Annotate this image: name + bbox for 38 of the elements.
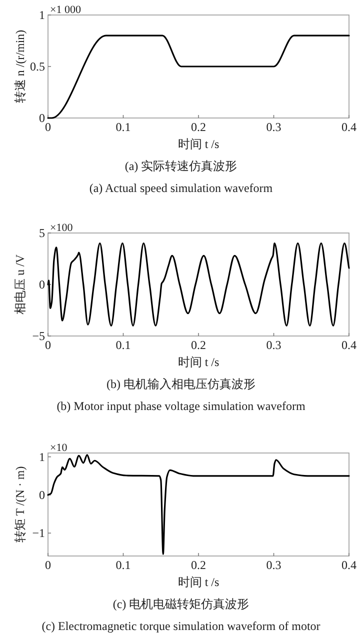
annotation: ×1 000: [50, 4, 82, 16]
y-tick-label: −1: [32, 526, 45, 540]
x-tick-label: 0.2: [191, 120, 206, 134]
x-tick-label: 0.2: [191, 338, 206, 352]
y-axis-title: 转矩 T /(N · m): [13, 466, 27, 543]
x-tick-label: 0.4: [342, 338, 356, 352]
y-tick-label: 1: [39, 8, 45, 22]
x-axis-title: 时间 t /s: [178, 137, 220, 151]
x-tick-label: 0.3: [266, 120, 282, 134]
annotation: ×10: [50, 442, 68, 454]
x-tick-label: 0.1: [116, 338, 131, 352]
y-tick-label: 5: [39, 226, 45, 240]
text: (a) 实际转速仿真波形: [124, 159, 238, 173]
x-axis-title: 时间 t /s: [178, 355, 220, 369]
x-tick-label: 0.3: [266, 338, 282, 352]
text: (b) Motor input phase voltage simulation waveform: [56, 399, 306, 413]
x-tick-label: 0.4: [342, 558, 356, 572]
text: (a) Actual speed simulation waveform: [89, 181, 274, 195]
x-tick-label: 0.2: [191, 558, 206, 572]
text: (b) 电机输入相电压仿真波形: [106, 377, 256, 391]
y-tick-label: −5: [32, 329, 45, 343]
y-axis-title: 相电压 u /V: [13, 254, 27, 314]
text: (c) Electromagnetic torque simulation waveform of motor: [42, 619, 320, 633]
annotation: ×100: [50, 222, 74, 234]
x-tick-label: 0.1: [116, 120, 131, 134]
line-series: [47, 242, 350, 326]
y-tick-label: 1: [39, 450, 45, 464]
y-tick-label: 0: [39, 278, 45, 292]
x-axis-title: 时间 t /s: [178, 575, 220, 589]
x-tick-label: 0.4: [342, 120, 356, 134]
y-tick-label: 0: [39, 488, 45, 502]
text: (c) 电机电磁转矩仿真波形: [112, 597, 250, 611]
y-tick-label: 0: [39, 111, 45, 125]
x-tick-label: 0.1: [116, 558, 131, 572]
line-series: [47, 454, 350, 555]
x-tick-label: 0.3: [266, 558, 282, 572]
y-tick-label: 0.5: [30, 60, 45, 74]
y-axis-title: 转速 n /(r/min): [13, 30, 27, 104]
